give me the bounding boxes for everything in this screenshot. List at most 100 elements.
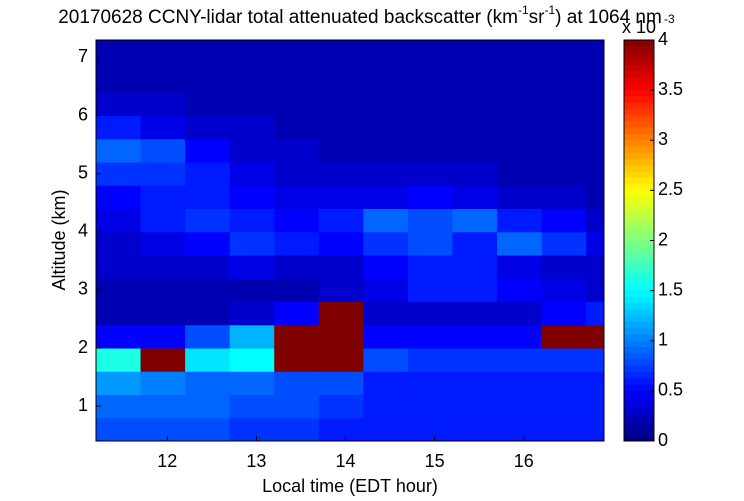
heatmap-cell <box>229 138 275 163</box>
heatmap-cell <box>185 301 231 326</box>
y-tick-label: 1 <box>78 395 88 415</box>
heatmap-cell <box>96 208 142 233</box>
heatmap-cell <box>274 138 320 163</box>
heatmap-cell <box>185 417 231 442</box>
heatmap-cell <box>96 278 142 303</box>
heatmap-cell <box>497 301 543 326</box>
heatmap-cell <box>185 208 231 233</box>
heatmap-cell <box>363 348 409 372</box>
heatmap-cell <box>407 162 453 186</box>
heatmap-cell <box>541 185 587 210</box>
colorbar-swatch <box>624 240 654 248</box>
heatmap-cell <box>318 417 364 442</box>
heatmap-cell <box>318 394 364 419</box>
heatmap-cell <box>274 208 320 233</box>
heatmap-cell <box>497 394 543 419</box>
heatmap-cell <box>229 301 275 326</box>
colorbar-swatch <box>624 315 654 323</box>
heatmap-cell <box>541 371 587 396</box>
title-part: -1 <box>544 3 555 17</box>
heatmap-cell <box>96 348 142 372</box>
colorbar-swatch <box>624 196 654 204</box>
heatmap-cell <box>452 208 498 233</box>
heatmap-cell <box>541 69 587 93</box>
x-tick-label: 15 <box>425 451 445 471</box>
x-tick-label: 16 <box>514 451 534 471</box>
heatmap-cell <box>96 138 142 163</box>
heatmap-cell <box>185 115 231 140</box>
colorbar-swatch <box>624 215 654 223</box>
heatmap-cell <box>96 417 142 442</box>
heatmap-cell <box>318 115 364 140</box>
heatmap-cell <box>541 255 587 279</box>
heatmap-cell <box>96 394 142 419</box>
colorbar-swatch <box>624 422 654 429</box>
colorbar-exponent: -3 <box>664 12 675 26</box>
heatmap-cell <box>363 255 409 279</box>
colorbar-swatch <box>624 221 654 229</box>
heatmap-cell <box>452 40 498 70</box>
heatmap-cell <box>407 92 453 117</box>
heatmap-cell <box>407 301 453 326</box>
heatmap-cell <box>407 185 453 210</box>
colorbar-swatch <box>624 278 654 285</box>
heatmap-cell <box>318 40 364 70</box>
colorbar-swatch <box>624 284 654 292</box>
colorbar-swatch <box>624 321 654 329</box>
heatmap-cell <box>586 255 605 279</box>
colorbar-multiplier: x 10 <box>622 17 656 37</box>
heatmap-cell <box>541 231 587 256</box>
heatmap-cell <box>363 185 409 210</box>
heatmap-cell <box>407 115 453 140</box>
heatmap-cell <box>497 92 543 117</box>
colorbar-swatch <box>624 177 654 185</box>
heatmap-cell <box>452 371 498 396</box>
colorbar-swatch <box>624 58 654 66</box>
heatmap-cell <box>140 92 186 117</box>
heatmap-cell <box>229 417 275 442</box>
heatmap-cell <box>274 417 320 442</box>
heatmap-cell <box>318 255 364 279</box>
colorbar-swatch <box>624 71 654 79</box>
heatmap-cell <box>318 371 364 396</box>
heatmap-cell <box>452 231 498 256</box>
heatmap-cell <box>363 208 409 233</box>
heatmap-cell <box>497 371 543 396</box>
colorbar-swatch <box>624 40 654 47</box>
heatmap-cell <box>452 417 498 442</box>
heatmap-cell <box>407 417 453 442</box>
heatmap-cell <box>586 92 605 117</box>
heatmap-cell <box>541 394 587 419</box>
colorbar-swatch <box>624 353 654 361</box>
x-tick-label: 14 <box>336 451 356 471</box>
heatmap-cell <box>229 394 275 419</box>
heatmap-cell <box>274 371 320 396</box>
colorbar-swatch <box>624 434 654 442</box>
heatmap-cell <box>96 371 142 396</box>
heatmap-cell <box>140 208 186 233</box>
colorbar-tick-label: 0.5 <box>658 380 683 400</box>
heatmap-cell <box>497 162 543 186</box>
heatmap-cell <box>229 92 275 117</box>
heatmap-cell <box>586 348 605 372</box>
title-part: 20170628 CCNY-lidar total attenuated bac… <box>58 7 518 28</box>
heatmap-cell <box>274 231 320 256</box>
heatmap-cell <box>318 301 364 326</box>
colorbar-tick-label: 1.5 <box>658 279 683 299</box>
heatmap-cell <box>185 40 231 70</box>
heatmap-cell <box>96 92 142 117</box>
heatmap-cell <box>407 278 453 303</box>
heatmap-cell <box>140 371 186 396</box>
heatmap-cell <box>541 40 587 70</box>
heatmap-cell <box>363 231 409 256</box>
heatmap-cell <box>185 371 231 396</box>
colorbar-swatch <box>624 246 654 254</box>
colorbar-swatch <box>624 90 654 97</box>
colorbar-swatch <box>624 290 654 298</box>
colorbar-swatch <box>624 140 654 148</box>
heatmap-cell <box>363 92 409 117</box>
heatmap-cell <box>140 348 186 372</box>
heatmap-cell <box>274 324 320 349</box>
y-tick-label: 5 <box>78 162 88 182</box>
heatmap-cell <box>140 324 186 349</box>
